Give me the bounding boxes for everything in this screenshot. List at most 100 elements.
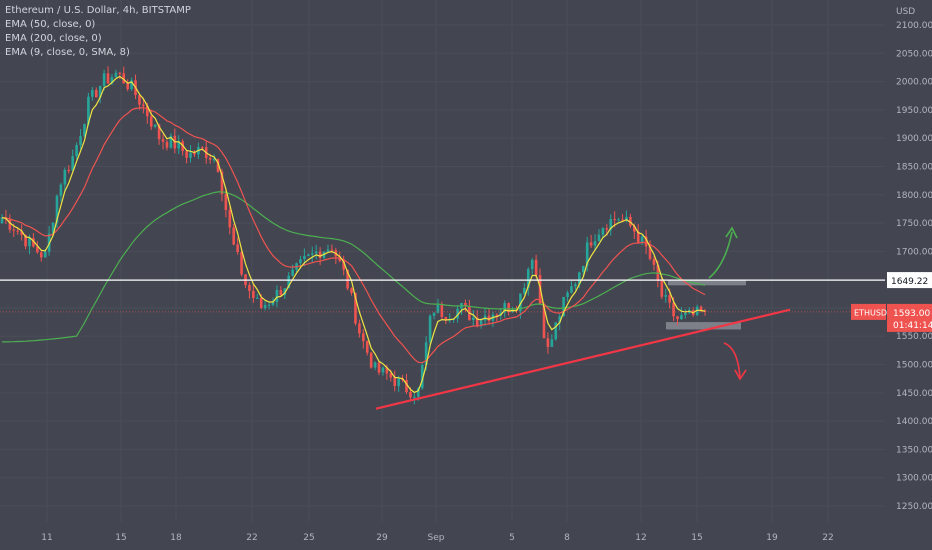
candle-body	[39, 252, 43, 258]
candle-body	[530, 259, 534, 270]
candle-body	[570, 286, 573, 293]
x-tick-label: 5	[509, 533, 515, 543]
candle-body	[648, 246, 652, 259]
ema-9-label[interactable]: EMA (9, close, 0, SMA, 8)	[5, 47, 130, 58]
candle-body	[114, 72, 118, 78]
candle-body	[471, 317, 475, 321]
x-tick-label: 8	[564, 533, 570, 543]
candle-body	[609, 219, 613, 230]
candle-body	[94, 90, 98, 98]
candle-body	[189, 152, 192, 158]
candle-body	[255, 297, 259, 299]
candle-body	[495, 314, 499, 316]
candle-body	[534, 259, 538, 276]
ema-lines	[1, 75, 706, 394]
candle-body	[303, 256, 306, 260]
candle-body	[263, 305, 267, 308]
candle-body	[185, 151, 188, 158]
candle-body	[59, 184, 63, 196]
candle-body	[554, 322, 558, 340]
candle-body	[224, 194, 228, 211]
candle-body	[589, 242, 593, 246]
candle-body	[87, 96, 90, 125]
x-tick-label: Sep	[428, 533, 445, 543]
candle-body	[318, 251, 322, 258]
candle-body	[668, 295, 671, 303]
y-tick-label: 2100.00	[896, 21, 932, 31]
candle-body	[51, 222, 55, 234]
candle-body	[228, 210, 232, 228]
candle-body	[157, 124, 161, 140]
time-axis[interactable]: 11 15 18 22 25 29 Sep 5 8 12 15 19 22	[41, 533, 833, 543]
candle-body	[633, 225, 636, 232]
candle-body	[475, 317, 479, 326]
candle-body	[98, 86, 102, 98]
candle-body	[8, 219, 12, 230]
candle-body	[652, 258, 656, 265]
y-tick-label: 1750.00	[896, 219, 932, 229]
candle-body	[432, 312, 436, 316]
x-tick-label: 18	[170, 533, 182, 543]
candle-body	[581, 265, 585, 273]
candle-body	[259, 297, 263, 308]
candle-body	[503, 303, 507, 313]
candle-body	[597, 234, 601, 242]
candle-body	[55, 195, 59, 223]
bearish-arrow	[723, 342, 741, 379]
candle-body	[236, 244, 239, 253]
candle-body	[212, 159, 216, 161]
candle-body	[177, 141, 181, 149]
candle-body	[220, 171, 224, 195]
candle-body	[389, 373, 393, 378]
candle-body	[71, 156, 74, 171]
ema-200-label[interactable]: EMA (200, close, 0)	[5, 33, 102, 44]
y-tick-label: 1500.00	[896, 361, 932, 371]
y-tick-label: 1950.00	[896, 106, 932, 116]
candle-body	[126, 83, 129, 90]
candle-body	[271, 302, 275, 305]
candle-body	[499, 312, 503, 316]
candle-body	[130, 80, 133, 90]
candle-body	[16, 230, 20, 232]
resistance-zone	[668, 279, 746, 286]
candle-body	[20, 231, 23, 235]
y-tick-label: 1300.00	[896, 474, 932, 484]
resistance-price-tag	[887, 272, 932, 289]
candle-body	[456, 308, 459, 319]
candle-body	[362, 333, 365, 342]
candle-body	[562, 297, 565, 317]
price-axis[interactable]: 1250.00 1300.00 1350.00 1400.00 1450.00 1500.…	[851, 7, 932, 512]
candle-body	[703, 311, 707, 313]
candle-body	[67, 169, 71, 171]
candle-body	[354, 292, 357, 324]
candle-body	[440, 304, 444, 317]
candle-body	[369, 352, 373, 368]
y-tick-label: 1700.00	[896, 247, 932, 257]
candle-body	[417, 388, 420, 397]
candle-body	[636, 231, 640, 243]
bullish-arrow	[708, 231, 733, 279]
candle-body	[149, 116, 153, 127]
candle-body	[464, 303, 467, 306]
symbol-title[interactable]: Ethereum / U.S. Dollar, 4h, BITSTAMP	[5, 5, 191, 16]
candle-body	[342, 261, 345, 270]
candle-body	[424, 342, 428, 366]
candle-body	[574, 284, 577, 287]
candle-body	[43, 251, 47, 258]
candle-body	[409, 392, 412, 398]
candle-body	[279, 290, 283, 296]
candle-body	[640, 236, 644, 243]
x-tick-label: 22	[246, 533, 257, 543]
candle-body	[240, 252, 243, 275]
candle-body	[436, 304, 440, 313]
ema-50-label[interactable]: EMA (50, close, 0)	[5, 19, 96, 30]
y-tick-label: 2050.00	[896, 49, 932, 59]
ema-200-line	[2, 191, 706, 343]
candle-body	[578, 272, 581, 285]
symbol-tag	[851, 303, 886, 320]
candle-body	[165, 141, 169, 148]
candle-body	[79, 136, 82, 146]
candle-body	[680, 315, 683, 320]
candle-body	[283, 288, 287, 296]
